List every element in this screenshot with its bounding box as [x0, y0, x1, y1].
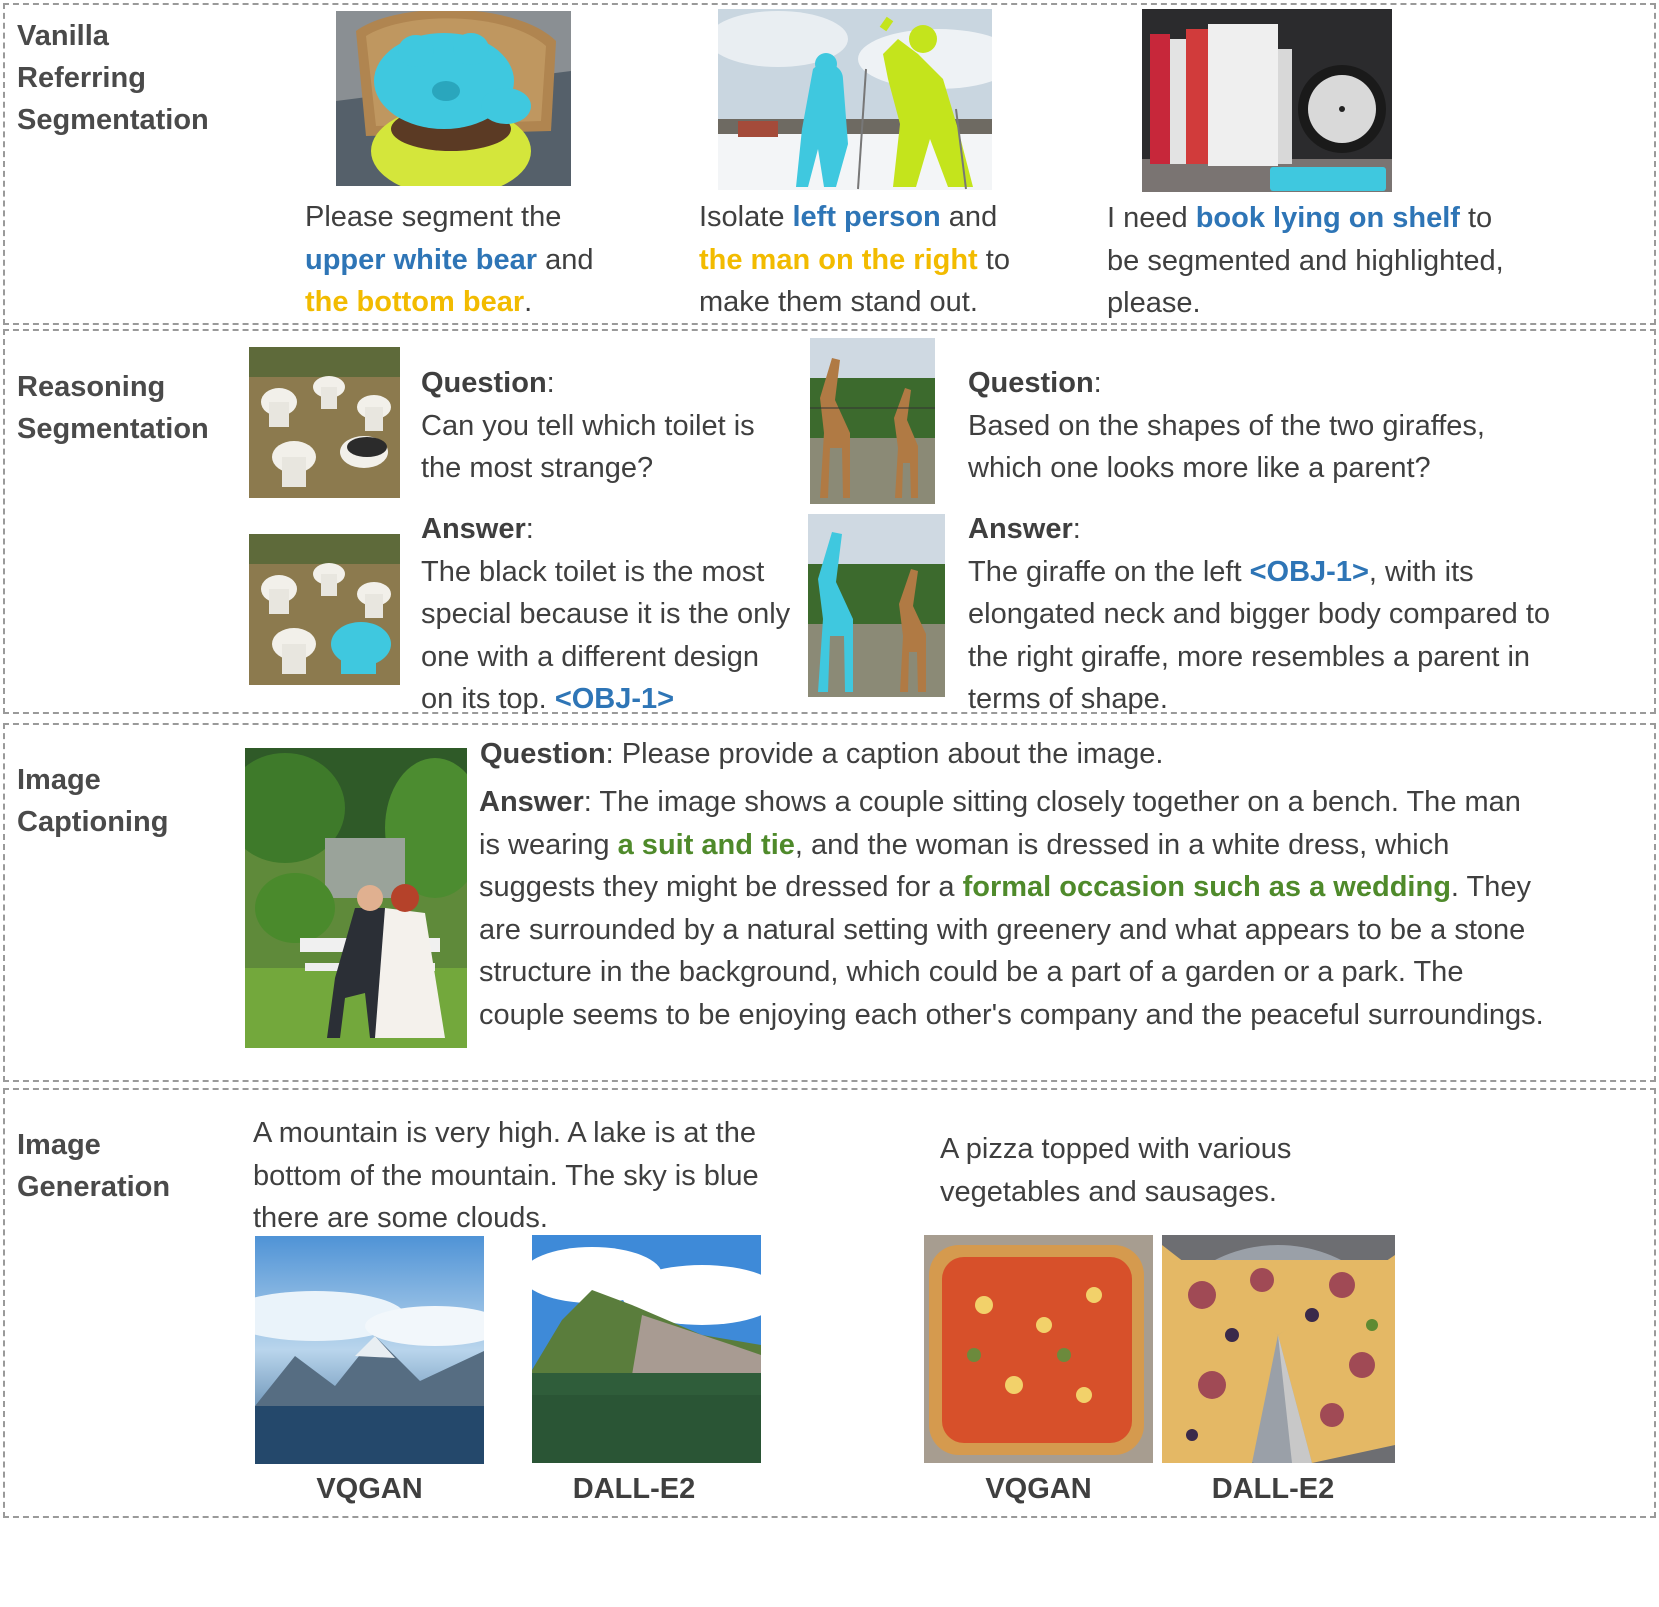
couple-bench-image	[245, 748, 467, 1048]
reasoning-section-label: Reasoning Segmentation	[17, 371, 209, 445]
right-question-text: Based on the shapes of the two giraffes,…	[968, 409, 1485, 485]
vanilla-example-2-text: Isolate left person and the man on the r…	[699, 196, 1039, 324]
vanilla-referring-panel	[3, 3, 1656, 325]
caption-answer-label: Answer	[479, 786, 584, 818]
question-label: Question	[421, 367, 547, 399]
referent-bottom-bear: the bottom bear	[305, 286, 525, 318]
right-answer-prefix: The giraffe on the left	[968, 555, 1250, 588]
answer-label: Answer	[421, 513, 526, 545]
referent-man-on-right: the man on the right	[699, 243, 978, 276]
mountain-vqgan-image	[255, 1236, 484, 1464]
reasoning-right-answer-block: Answer: The giraffe on the left <OBJ-1>,…	[968, 508, 1558, 721]
left-answer-text: The black toilet is the most special bec…	[421, 555, 791, 716]
pizza-dalle2-image	[1162, 1235, 1395, 1463]
vanilla-example-2-connector: and	[940, 201, 998, 233]
vanilla-example-3-text: I need book lying on shelf to be segment…	[1107, 197, 1517, 325]
captioning-answer: Answer: The image shows a couple sitting…	[479, 781, 1549, 1036]
reasoning-left-answer-block: Answer: The black toilet is the most spe…	[421, 508, 796, 721]
bear-segmentation-image	[336, 11, 571, 186]
generation-panel	[3, 1088, 1656, 1518]
reasoning-left-question-block: Question: Can you tell which toilet is t…	[421, 362, 801, 490]
vanilla-example-1-prefix: Please segment the	[305, 201, 562, 233]
generation-prompt-mountain: A mountain is very high. A lake is at th…	[253, 1117, 759, 1234]
model-label-vqgan-mountain: VQGAN	[316, 1473, 423, 1505]
toilets-question-image	[249, 347, 400, 498]
model-label-vqgan-pizza: VQGAN	[985, 1473, 1092, 1505]
toilets-answer-image	[249, 534, 400, 685]
vanilla-example-2-suffix: to make them stand out.	[699, 243, 1010, 319]
vanilla-section-label: Vanilla Referring Segmentation	[17, 20, 209, 136]
vanilla-example-3-suffix: to be segmented and highlighted, please.	[1107, 202, 1504, 319]
question-label-right: Question	[968, 367, 1094, 399]
captioning-panel	[3, 723, 1656, 1082]
reasoning-right-question-block: Question: Based on the shapes of the two…	[968, 362, 1548, 490]
bookshelf-segmentation-image	[1142, 9, 1392, 192]
vanilla-example-1-suffix: .	[524, 286, 533, 318]
giraffes-answer-image	[808, 514, 945, 697]
caption-question-label: Question	[480, 738, 606, 770]
model-label-dalle2-mountain: DALL-E2	[572, 1473, 696, 1505]
captioning-section-label: Image Captioning	[17, 764, 169, 838]
caption-question-text: : Please provide a caption about the ima…	[605, 738, 1164, 770]
vanilla-example-1-connector: and	[537, 243, 594, 276]
vanilla-example-3-prefix: I need	[1107, 202, 1196, 234]
generation-prompt-pizza: A pizza topped with various vegetables a…	[940, 1133, 1292, 1208]
question-colon: :	[546, 367, 555, 399]
answer-colon-right: :	[1072, 513, 1081, 545]
left-question-text: Can you tell which toilet is the most st…	[421, 409, 755, 485]
answer-colon: :	[525, 513, 534, 545]
giraffes-question-image	[810, 338, 935, 504]
pizza-vqgan-image	[924, 1235, 1153, 1463]
obj-token-right: <OBJ-1>	[1249, 555, 1369, 588]
referent-book-on-shelf: book lying on shelf	[1195, 202, 1460, 234]
model-label-dalle2-pizza: DALL-E2	[1211, 1473, 1335, 1505]
right-answer-suffix: , with its elongated neck and bigger bod…	[968, 555, 1551, 716]
vanilla-example-1-text: Please segment the upper white bear and …	[305, 196, 635, 324]
generation-section-label: Image Generation	[17, 1129, 171, 1203]
answer-label-right: Answer	[968, 513, 1073, 545]
caption-answer-part-2: , and the woman is dressed in a white dr…	[479, 828, 1450, 904]
question-colon-right: :	[1093, 367, 1102, 399]
caption-highlight-suit-and-tie: a suit and tie	[617, 828, 795, 861]
referent-upper-white-bear: upper white bear	[305, 243, 538, 276]
caption-answer-part-1: : The image shows a couple sitting close…	[479, 786, 1521, 861]
caption-answer-part-3: . They are surrounded by a natural setti…	[479, 871, 1544, 1031]
reasoning-panel	[3, 329, 1656, 714]
referent-left-person: left person	[792, 201, 941, 233]
vanilla-example-2-prefix: Isolate	[699, 201, 793, 233]
skiers-segmentation-image	[718, 9, 992, 190]
mountain-dalle2-image	[532, 1235, 761, 1463]
obj-token-left: <OBJ-1>	[554, 683, 675, 715]
captioning-question: Question: Please provide a caption about…	[480, 733, 1640, 776]
caption-highlight-formal-occasion: formal occasion such as a wedding	[962, 871, 1451, 903]
